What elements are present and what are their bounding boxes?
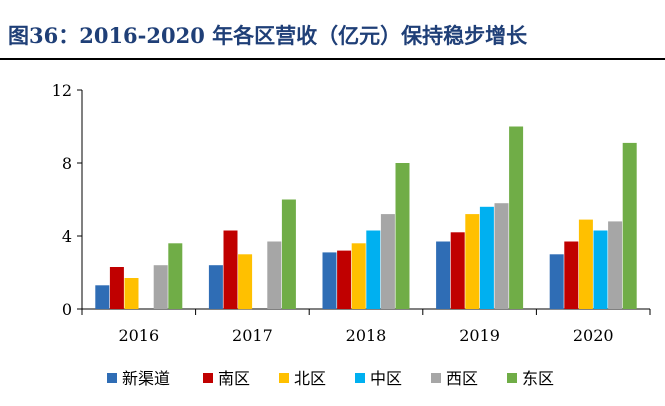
x-tick-labels: 2016 2017 2018 2019 2020 (118, 326, 613, 345)
y-tick-label: 12 (52, 81, 72, 100)
legend-label: 北区 (294, 369, 326, 388)
bar (395, 163, 410, 309)
chart-legend: 新渠道 南区 北区 中区 西区 东区 (107, 369, 554, 388)
bar (208, 265, 223, 309)
bar (124, 278, 139, 309)
bar (322, 252, 337, 309)
y-tick-label: 4 (62, 227, 72, 246)
bar (494, 203, 509, 309)
bar (578, 219, 593, 309)
bar (337, 250, 352, 309)
bar (267, 241, 282, 309)
chart-title: 图36：2016-2020 年各区营收（亿元）保持稳步增长 (8, 23, 528, 48)
bar (168, 243, 183, 309)
bar (281, 199, 296, 309)
bar (608, 221, 623, 309)
bar (238, 254, 253, 310)
x-tick-label: 2017 (232, 326, 273, 345)
legend-label: 中区 (370, 369, 402, 388)
bar (479, 206, 494, 309)
bar (95, 285, 110, 309)
bar (593, 230, 608, 309)
bar (109, 267, 124, 309)
legend-label: 西区 (446, 369, 478, 388)
y-tick-label: 0 (62, 300, 72, 319)
bar (622, 142, 637, 309)
bar (509, 126, 524, 309)
title-underline (0, 58, 665, 60)
bar (436, 241, 451, 309)
chart-bars (95, 126, 637, 310)
x-tick-label: 2019 (459, 326, 500, 345)
bar (549, 254, 564, 310)
y-tick-labels: 0 4 8 12 (52, 81, 72, 319)
bar (450, 232, 465, 309)
bar (465, 214, 480, 309)
x-tick-label: 2016 (118, 326, 159, 345)
bar (564, 241, 579, 309)
legend-swatch (507, 373, 517, 383)
y-tick-label: 8 (62, 154, 72, 173)
legend-swatch (203, 373, 213, 383)
bar (366, 230, 381, 309)
legend-swatch (355, 373, 365, 383)
bar (223, 230, 238, 309)
legend-label: 南区 (218, 369, 250, 388)
x-tick-label: 2018 (346, 326, 387, 345)
legend-label: 东区 (522, 369, 554, 388)
bar (153, 265, 168, 309)
bar (351, 243, 366, 309)
legend-swatch (279, 373, 289, 383)
bar (380, 214, 395, 309)
legend-label: 新渠道 (122, 369, 170, 388)
legend-swatch (431, 373, 441, 383)
x-tick-label: 2020 (573, 326, 614, 345)
legend-swatch (107, 373, 117, 383)
